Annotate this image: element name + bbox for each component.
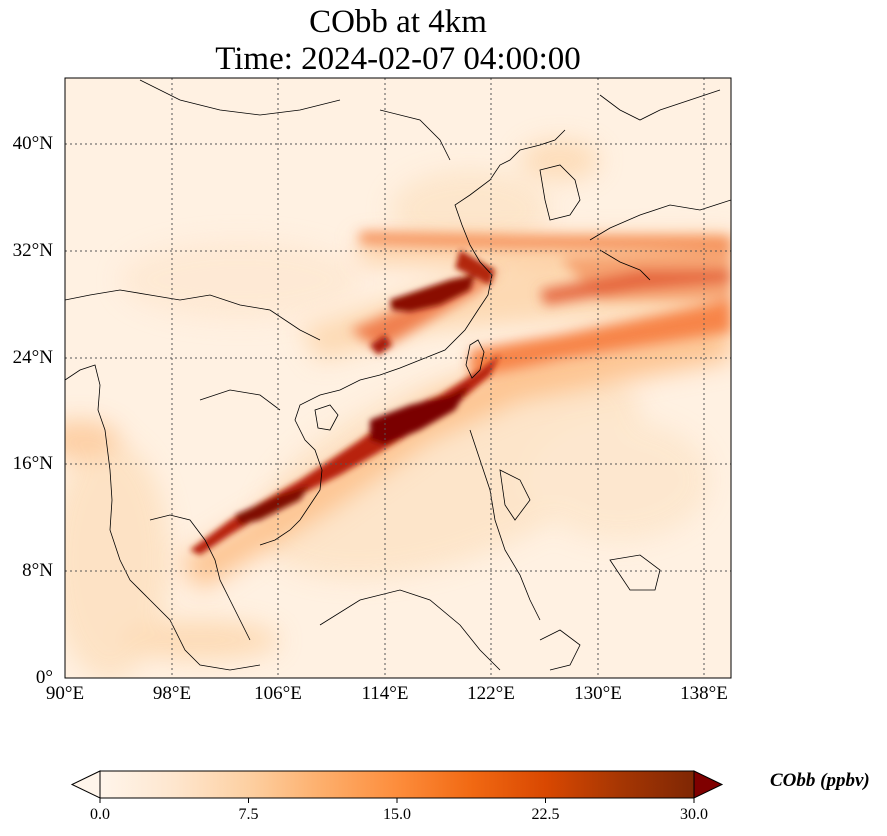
x-tick-label: 98°E xyxy=(152,683,192,704)
colorbar-tick-label: 15.0 xyxy=(383,806,411,823)
colorbar-extend-high xyxy=(693,770,724,799)
cobb-field xyxy=(65,78,731,678)
colorbar xyxy=(70,770,724,803)
map-frame xyxy=(64,77,732,679)
coastlines xyxy=(65,79,731,671)
x-tick-label: 90°E xyxy=(45,683,85,704)
y-tick-label: 8°N xyxy=(22,560,53,581)
y-tick-label: 16°N xyxy=(12,453,53,474)
colorbar-label: CObb (ppbv) xyxy=(770,770,870,791)
colorbar-tick-label: 22.5 xyxy=(531,806,560,823)
gridlines xyxy=(65,78,731,678)
x-tick-label: 130°E xyxy=(574,683,622,704)
y-tick-label: 24°N xyxy=(12,347,53,368)
y-tick-label: 0° xyxy=(35,667,53,688)
x-tick-label: 106°E xyxy=(254,683,302,704)
colorbar-extend-low xyxy=(70,770,101,799)
map-title-line2: Time: 2024-02-07 04:00:00 xyxy=(215,41,581,77)
colorbar-tick-label: 7.5 xyxy=(238,806,259,823)
x-tick-label: 122°E xyxy=(467,683,515,704)
map-title-line1: CObb at 4km xyxy=(309,4,487,40)
x-tick-label: 114°E xyxy=(361,683,409,704)
y-tick-label: 32°N xyxy=(12,240,53,261)
x-tick-label: 138°E xyxy=(680,683,728,704)
y-tick-label: 40°N xyxy=(12,133,53,154)
colorbar-tick-label: 30.0 xyxy=(680,806,708,823)
colorbar-tick-label: 0.0 xyxy=(90,806,110,823)
